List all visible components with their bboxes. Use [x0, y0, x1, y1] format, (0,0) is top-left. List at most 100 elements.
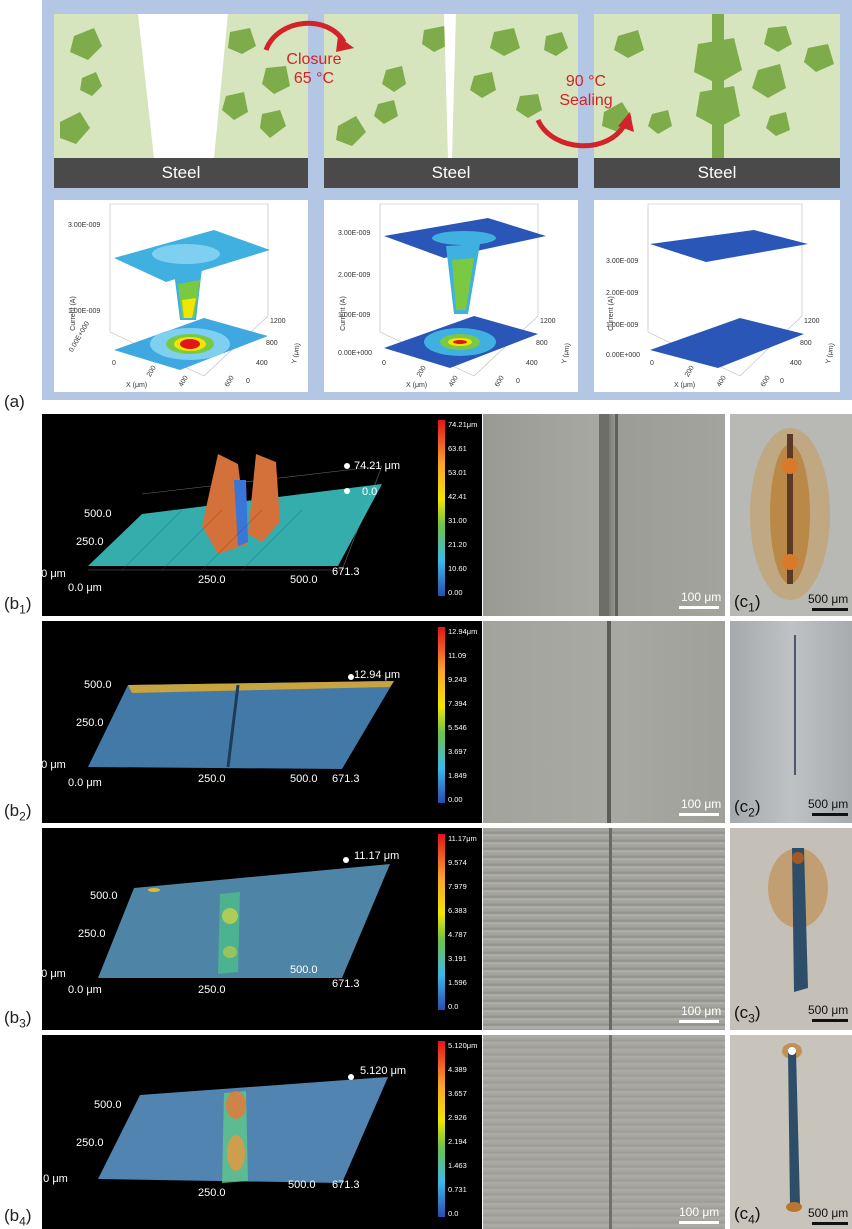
panel-a-label: (a) [4, 392, 25, 411]
z-tick-3-1: 2.00E-009 [606, 290, 639, 297]
row4-cb2: 3.657 [448, 1089, 467, 1098]
steel-bar-2: Steel [324, 158, 578, 188]
micrograph-2: 100 μm [483, 621, 725, 823]
row3-x250: 250.0 [198, 984, 226, 996]
plot-2-xlabel: X (μm) [406, 382, 428, 389]
current-plot-3: 3.00E-009 2.00E-009 1.00E-009 0.00E+000 … [594, 200, 840, 392]
micro-2-scalebar [679, 813, 719, 816]
closure-arrow-icon [263, 20, 354, 52]
row1-origin2: 0.0 μm [68, 582, 102, 594]
row2-cb0: 12.94μm [448, 627, 478, 636]
plot-2-x0: 0 [382, 360, 386, 367]
row3-cb3: 6.383 [448, 906, 467, 915]
scheme-2 [324, 14, 578, 158]
row1-cb2: 53.01 [448, 468, 467, 477]
row1-origin: 0.0 μm [42, 568, 66, 580]
row2-cb6: 1.849 [448, 771, 467, 780]
label-b2: (b2) [4, 801, 32, 824]
row3-xmax: 671.3 [332, 978, 360, 990]
micro-1-scalebar [679, 606, 719, 609]
row2-cb4: 5.546 [448, 723, 467, 732]
plot-1-y0: 1200 [270, 318, 286, 325]
row4-y500: 500.0 [94, 1099, 122, 1111]
row2-cb3: 7.394 [448, 699, 467, 708]
photo-4 [730, 1035, 852, 1229]
row3-cb1: 9.574 [448, 858, 467, 867]
photo-2-scale: 500 μm [808, 797, 849, 811]
plot-2-ylabel: Current (A) [339, 296, 347, 331]
label-b1: (b1) [4, 594, 32, 617]
row2-y500: 500.0 [84, 679, 112, 691]
row1-cb6: 10.60 [448, 564, 467, 573]
plot-2-y3: 0 [516, 378, 520, 385]
row1-cb5: 21.20 [448, 540, 467, 549]
micro-2-groove [607, 621, 611, 823]
profile-panel-3: 11.17 μm 500.0 250.0 0.0 μm 0.0 μm 250.0… [42, 828, 482, 1030]
steel-bar-1: Steel [54, 158, 308, 188]
photo-1-scale: 500 μm [808, 592, 849, 606]
row4-cb6: 0.731 [448, 1185, 467, 1194]
row4-cb7: 0.0 [448, 1209, 459, 1218]
row3-cb5: 3.191 [448, 954, 467, 963]
row4-max: 5.120 μm [360, 1065, 407, 1077]
row2-y250: 250.0 [76, 717, 104, 729]
photo-1-graphic [750, 428, 830, 600]
current-plot-2-graphic [379, 203, 546, 377]
micro-4-groove [609, 1035, 612, 1229]
row3-x500: 500.0 [290, 964, 318, 976]
label-b4: (b4) [4, 1206, 32, 1229]
row1-min: 0.0 [362, 486, 378, 498]
row1-y250: 250.0 [76, 536, 104, 548]
photo-3 [730, 828, 852, 1030]
z-tick-3-3: 0.00E+000 [606, 352, 641, 359]
row4-cb0: 5.120μm [448, 1041, 478, 1050]
plot-1-y1: 800 [266, 340, 278, 347]
label-b3: (b3) [4, 1008, 32, 1031]
row3-y250: 250.0 [78, 928, 106, 940]
current-plot-2: 3.00E-009 2.00E-009 1.00E-009 0.00E+000 … [324, 200, 578, 392]
micro-4-scalebar [679, 1221, 719, 1224]
micro-3-groove [609, 828, 612, 1030]
row4-y250: 250.0 [76, 1137, 104, 1149]
photo-4-graphic [782, 1043, 802, 1212]
steel-label-1: Steel [161, 163, 201, 182]
row1-y500: 500.0 [84, 508, 112, 520]
plot-2-y1: 800 [536, 340, 548, 347]
profile-surface-4 [98, 1041, 445, 1217]
plot-3-y2: 400 [790, 360, 802, 367]
current-plot-1-graphic [109, 203, 270, 377]
row3-cb2: 7.979 [448, 882, 467, 891]
profile-surface-3 [98, 834, 445, 1010]
scheme-3 [594, 14, 840, 158]
micro-1-scale: 100 μm [681, 590, 722, 604]
row4-xmax: 671.3 [332, 1179, 360, 1191]
micro-1-groove [599, 414, 609, 616]
row2-origin2: 0.0 μm [68, 777, 102, 789]
scheme-1 [54, 14, 308, 158]
plot-3-y1: 800 [800, 340, 812, 347]
row4-x500: 500.0 [288, 1179, 316, 1191]
current-plot-1: 3.00E-009 1.00E-009 0.00E+000 Current (A… [54, 200, 308, 392]
z-tick-2-1: 2.00E-009 [338, 272, 371, 279]
plot-1-y3: 0 [246, 378, 250, 385]
row3-cb6: 1.596 [448, 978, 467, 987]
row3-max: 11.17 μm [354, 850, 400, 862]
z-tick-3-2: 1.00E-009 [606, 322, 639, 329]
photo-2-scalebar [812, 813, 848, 816]
plot-3-y3: 0 [780, 378, 784, 385]
row3-origin2: 0.0 μm [68, 984, 102, 996]
row1-max: 74.21 μm [354, 460, 401, 472]
micro-3-scalebar [679, 1020, 719, 1023]
photo-3-graphic [768, 848, 828, 992]
micrograph-4: 100 μm [483, 1035, 725, 1229]
micrograph-3: 100 μm [483, 828, 725, 1030]
micro-3-scale: 100 μm [681, 1004, 722, 1018]
row4-cb3: 2.926 [448, 1113, 467, 1122]
row1-cb3: 42.41 [448, 492, 467, 501]
profile-panel-2: 12.94 μm 500.0 250.0 0.0 μm 0.0 μm 250.0… [42, 621, 482, 823]
plot-1-y2: 400 [256, 360, 268, 367]
row3-cb4: 4.787 [448, 930, 467, 939]
row3-y500: 500.0 [90, 890, 118, 902]
z-tick-2-3: 0.00E+000 [338, 350, 373, 357]
row1-cb1: 63.61 [448, 444, 467, 453]
